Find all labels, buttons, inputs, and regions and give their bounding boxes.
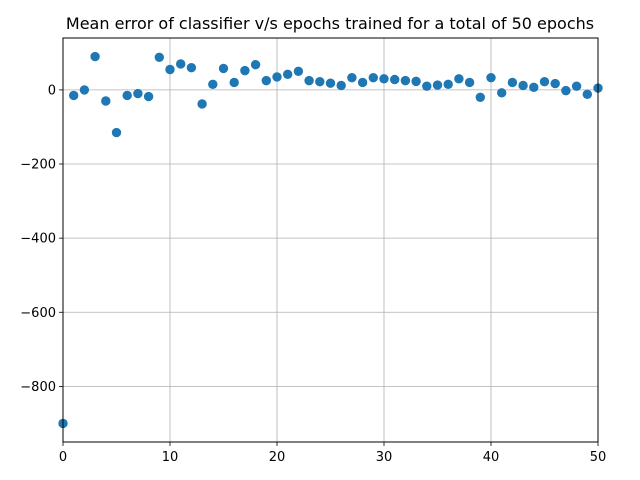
- x-tick-label: 0: [59, 450, 67, 465]
- data-point: [561, 85, 571, 96]
- data-point: [454, 74, 464, 84]
- data-point: [90, 51, 100, 62]
- y-tick-label: −400: [20, 232, 56, 247]
- x-tick-label: 10: [162, 450, 179, 465]
- data-point: [165, 64, 175, 75]
- data-point: [176, 59, 186, 69]
- data-point: [432, 80, 443, 90]
- data-point: [101, 96, 111, 106]
- data-point: [143, 91, 154, 102]
- data-point: [529, 82, 539, 92]
- data-point: [518, 80, 528, 91]
- x-tick-label: 30: [376, 450, 393, 465]
- data-point: [240, 65, 250, 76]
- x-tick-label: 50: [590, 450, 607, 465]
- data-point: [304, 75, 314, 86]
- data-point: [400, 75, 411, 86]
- data-point: [443, 79, 453, 90]
- plot-area-frame: [62, 37, 599, 443]
- y-tick-label: −600: [20, 306, 56, 321]
- data-point: [261, 75, 271, 86]
- x-tick-label: 20: [269, 450, 286, 465]
- data-point: [571, 81, 582, 91]
- grid-lines: [62, 38, 599, 442]
- data-point: [133, 88, 143, 99]
- data-point: [111, 127, 122, 138]
- data-point: [154, 52, 164, 62]
- data-point: [186, 62, 197, 73]
- data-point: [283, 69, 293, 80]
- data-point: [79, 85, 90, 95]
- data-point: [550, 78, 560, 89]
- data-point: [379, 74, 389, 84]
- data-point: [582, 89, 592, 100]
- axes: 0 10 20 30 40 50 0 −200 −400 −600 −800: [20, 83, 606, 465]
- data-points: [58, 51, 603, 429]
- data-point: [336, 80, 346, 91]
- data-point: [69, 90, 79, 101]
- data-point: [315, 77, 325, 87]
- data-point: [422, 81, 432, 91]
- data-point: [497, 88, 507, 98]
- data-point: [411, 76, 421, 87]
- data-point: [122, 90, 132, 101]
- data-point: [390, 74, 400, 85]
- y-tick-label: 0: [48, 83, 56, 98]
- y-tick-label: −800: [20, 380, 56, 395]
- y-tick-label: −200: [20, 158, 56, 173]
- data-point: [357, 77, 368, 88]
- data-point: [197, 99, 207, 109]
- data-point: [272, 72, 282, 82]
- data-point: [368, 72, 378, 83]
- data-point: [250, 59, 261, 70]
- chart-title: Mean error of classifier v/s epochs trai…: [66, 14, 594, 33]
- data-point: [464, 77, 475, 88]
- data-point: [325, 78, 336, 88]
- data-point: [539, 77, 550, 87]
- data-point: [218, 63, 229, 74]
- data-point: [293, 66, 304, 77]
- data-point: [507, 77, 518, 88]
- data-point: [208, 79, 218, 90]
- data-point: [347, 72, 357, 83]
- x-tick-label: 40: [483, 450, 500, 465]
- data-point: [486, 72, 496, 83]
- data-point: [475, 92, 485, 103]
- data-point: [229, 77, 239, 88]
